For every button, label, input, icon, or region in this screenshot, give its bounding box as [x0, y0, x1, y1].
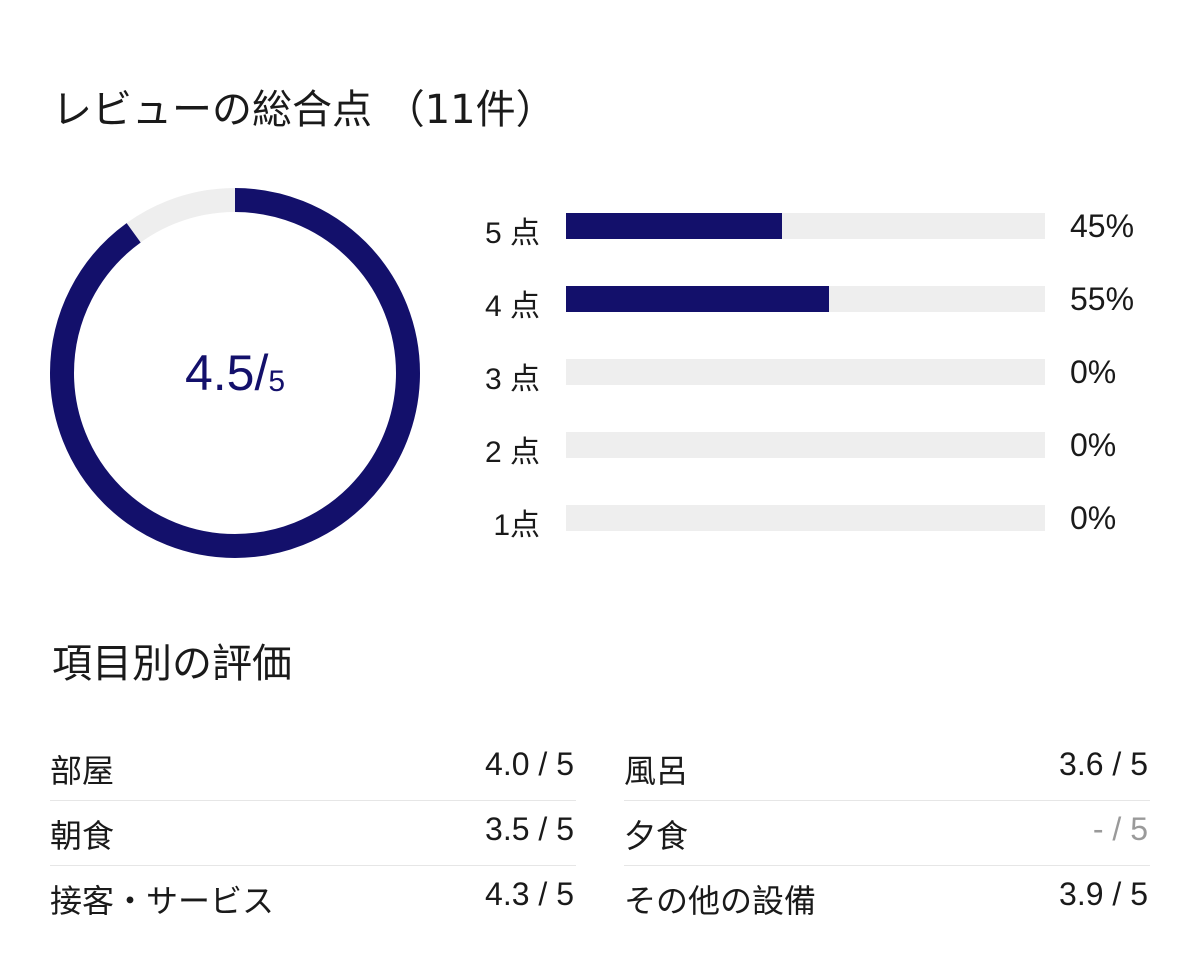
distribution-row-3: 3 点 0% — [470, 346, 1160, 419]
category-score: 4.3 / 5 — [485, 876, 574, 912]
category-ratings-title: 項目別の評価 — [52, 641, 292, 687]
distribution-bar-track — [566, 505, 1045, 531]
category-name: 接客・サービス — [50, 883, 275, 919]
distribution-percent: 0% — [1070, 500, 1117, 536]
distribution-percent: 0% — [1070, 427, 1117, 463]
category-score: 4.0 / 5 — [485, 746, 574, 782]
distribution-row-5: 5 点 45% — [470, 200, 1160, 273]
rating-distribution: 5 点 45% 4 点 55% 3 点 0% 2 点 0% 1点 0% — [470, 200, 1160, 565]
distribution-bar-fill — [566, 286, 830, 312]
distribution-bar-track — [566, 286, 1045, 312]
category-row-bath: 風呂 3.6 / 5 — [624, 736, 1150, 801]
distribution-percent: 45% — [1070, 208, 1135, 244]
distribution-label: 4 点 — [484, 290, 540, 323]
category-name: 朝食 — [50, 818, 115, 854]
category-row-dinner: 夕食 - / 5 — [624, 801, 1150, 866]
distribution-bar-track — [566, 359, 1045, 385]
distribution-bar-fill — [566, 213, 782, 239]
category-list-left: 部屋 4.0 / 5 朝食 3.5 / 5 接客・サービス 4.3 / 5 — [50, 736, 576, 930]
distribution-label: 2 点 — [484, 436, 540, 469]
category-score: 3.6 / 5 — [1059, 746, 1148, 782]
distribution-row-1: 1点 0% — [470, 492, 1160, 565]
category-row-room: 部屋 4.0 / 5 — [50, 736, 576, 801]
distribution-row-4: 4 点 55% — [470, 273, 1160, 346]
distribution-bar-track — [566, 432, 1045, 458]
category-list-right: 風呂 3.6 / 5 夕食 - / 5 その他の設備 3.9 / 5 — [624, 736, 1150, 930]
distribution-percent: 55% — [1070, 281, 1135, 317]
category-name: 夕食 — [624, 818, 689, 854]
review-summary-title: レビューの総合点 （11件） — [52, 87, 556, 133]
overall-score-value: 4.5/ — [184, 345, 269, 401]
distribution-label: 1点 — [493, 509, 540, 542]
overall-score-max: 5 — [268, 365, 286, 398]
donut-score-arc — [50, 188, 420, 558]
donut-chart — [50, 188, 420, 558]
category-name: 部屋 — [50, 753, 115, 789]
distribution-bar-track — [566, 213, 1045, 239]
category-score: 3.5 / 5 — [485, 811, 574, 847]
overall-score-donut: 4.5/5 — [50, 188, 420, 558]
distribution-row-2: 2 点 0% — [470, 419, 1160, 492]
category-row-other-facilities: その他の設備 3.9 / 5 — [624, 866, 1150, 930]
category-name: その他の設備 — [624, 883, 817, 919]
distribution-percent: 0% — [1070, 354, 1117, 390]
category-row-service: 接客・サービス 4.3 / 5 — [50, 866, 576, 930]
category-score: 3.9 / 5 — [1059, 876, 1148, 912]
distribution-label: 5 点 — [484, 217, 540, 250]
category-row-breakfast: 朝食 3.5 / 5 — [50, 801, 576, 866]
category-score: - / 5 — [1092, 811, 1148, 847]
overall-score-label: 4.5/5 — [50, 188, 420, 558]
category-name: 風呂 — [624, 753, 689, 789]
distribution-label: 3 点 — [484, 363, 540, 396]
